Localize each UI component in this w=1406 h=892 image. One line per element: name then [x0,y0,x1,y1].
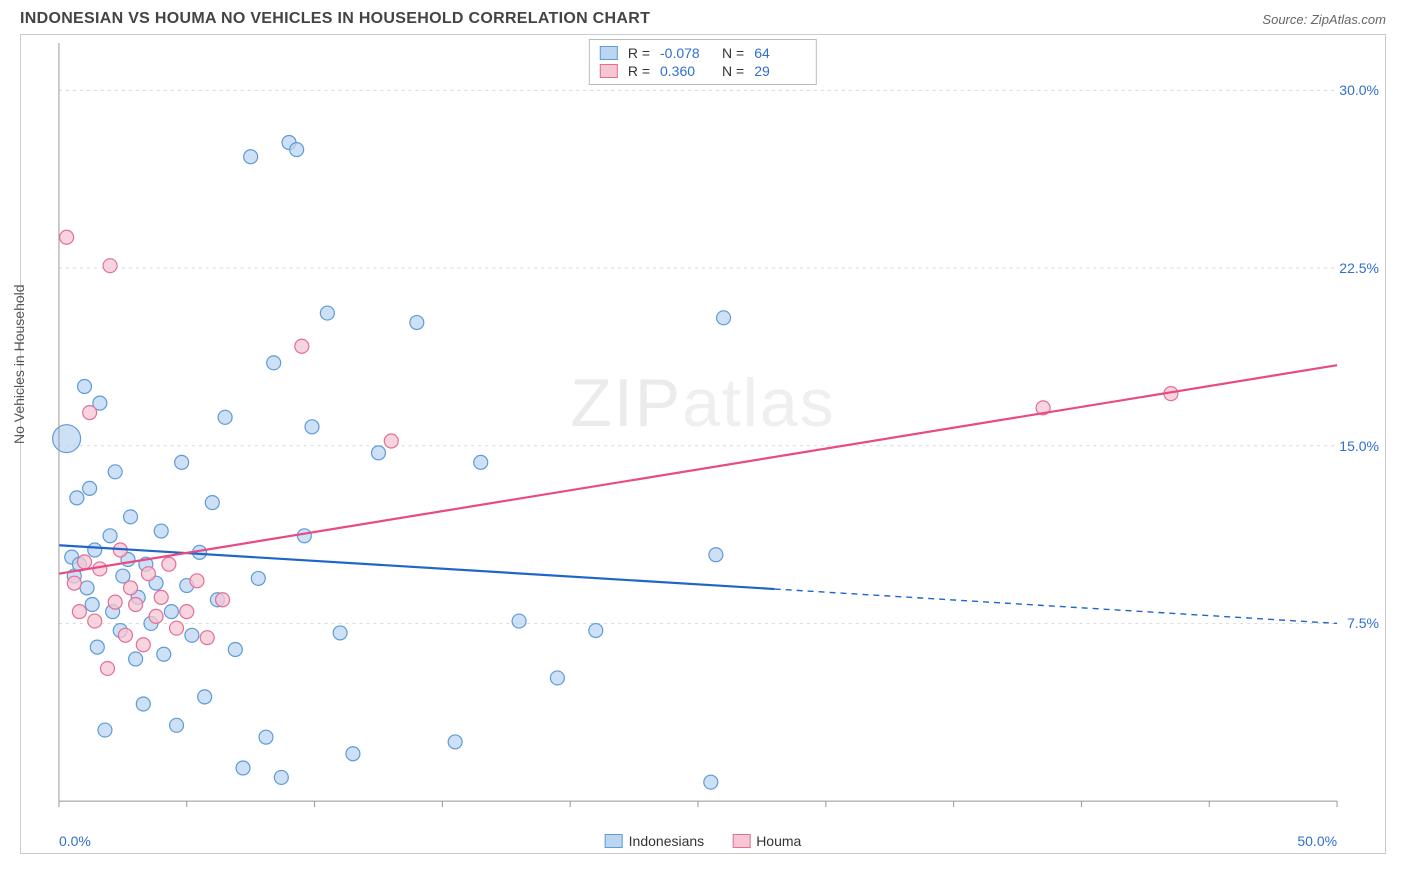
chart-container: No Vehicles in Household ZIPatlas R =-0.… [20,34,1386,854]
y-tick-label: 15.0% [1339,438,1379,454]
n-value: 64 [754,45,806,61]
legend-swatch [600,64,618,78]
r-value: -0.078 [660,45,712,61]
legend-swatch [605,834,623,848]
legend-label: Indonesians [629,833,705,849]
x-tick-label: 0.0% [59,833,91,849]
r-value: 0.360 [660,63,712,79]
legend-item: Indonesians [605,833,705,849]
series-legend: Indonesians Houma [605,833,802,849]
legend-label: Houma [756,833,801,849]
y-axis-label: No Vehicles in Household [11,284,27,444]
y-tick-label: 7.5% [1347,615,1379,631]
source-label: Source: [1262,12,1307,27]
chart-title: INDONESIAN VS HOUMA NO VEHICLES IN HOUSE… [20,10,650,28]
header: INDONESIAN VS HOUMA NO VEHICLES IN HOUSE… [0,0,1406,34]
scatter-chart [21,35,1385,853]
legend-item: Houma [732,833,801,849]
n-value: 29 [754,63,806,79]
x-tick-label: 50.0% [1297,833,1337,849]
y-tick-label: 30.0% [1339,82,1379,98]
n-label: N = [722,45,744,61]
stats-row: R = 0.360 N = 29 [600,62,806,80]
stats-row: R = -0.078 N = 64 [600,44,806,62]
r-label: R = [628,45,650,61]
r-label: R = [628,63,650,79]
source-link[interactable]: ZipAtlas.com [1311,12,1386,27]
stats-legend: R = -0.078 N = 64 R = 0.360 N = 29 [589,39,817,85]
n-label: N = [722,63,744,79]
source: Source: ZipAtlas.com [1262,12,1386,27]
legend-swatch [600,46,618,60]
y-tick-label: 22.5% [1339,260,1379,276]
legend-swatch [732,834,750,848]
